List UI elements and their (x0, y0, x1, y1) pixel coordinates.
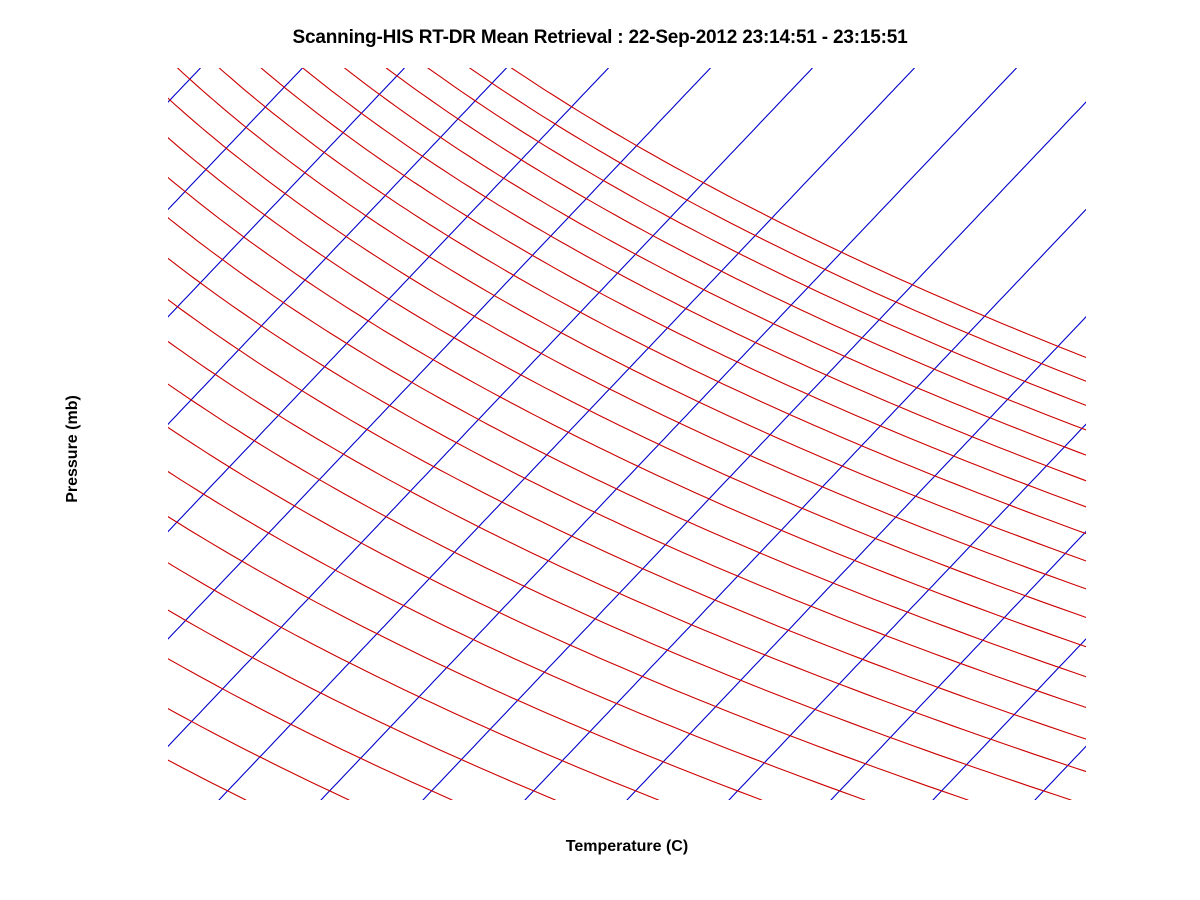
isotherm-line (422, 101, 1086, 800)
dry-adiabat-line (510, 68, 1086, 359)
isotherm-line (168, 68, 609, 533)
dry-adiabat-line (168, 97, 1086, 590)
dry-adiabat-line (168, 707, 350, 800)
isotherm-line (320, 68, 1017, 800)
isotherm-line (1034, 745, 1086, 800)
isotherm-line (524, 208, 1086, 800)
dry-adiabat-line (177, 68, 1086, 562)
dry-adiabat-line (427, 68, 1086, 406)
dry-adiabat-line (168, 609, 556, 800)
isotherm-line (218, 68, 915, 800)
isotherm-line (168, 68, 303, 211)
dry-adiabat-line (168, 176, 1086, 648)
dry-adiabat-line (168, 257, 1086, 709)
dry-adiabat-line (302, 68, 1086, 482)
dry-adiabat-line (168, 516, 763, 800)
isotherm-line (626, 316, 1086, 800)
isotherm-line (168, 68, 813, 748)
x-axis-label: Temperature (C) (565, 838, 689, 855)
dry-adiabat-line (168, 298, 1086, 740)
y-axis-ticks (60, 0, 162, 900)
dry-adiabat-line (168, 383, 1072, 800)
dry-adiabat-line (260, 68, 1086, 508)
dry-adiabat-line (168, 426, 969, 800)
dry-adiabat-line (168, 340, 1086, 773)
dry-adiabat-line (168, 562, 659, 800)
dry-adiabat-line (218, 68, 1086, 535)
isotherm-line (932, 638, 1086, 800)
isotherm-line (168, 68, 507, 426)
dry-adiabat-line (385, 68, 1086, 431)
page-title: Scanning-HIS RT-DR Mean Retrieval : 22-S… (292, 27, 908, 48)
dry-adiabat-line (168, 470, 866, 800)
isotherm-line (168, 68, 711, 640)
isotherm-line (728, 423, 1086, 800)
isotherm-line (168, 68, 405, 318)
dry-adiabat-line (168, 137, 1086, 619)
dry-adiabat-line (168, 658, 453, 800)
dry-adiabat-line (168, 217, 1086, 678)
isotherm-line (830, 530, 1086, 800)
dry-adiabat-line (344, 68, 1086, 456)
dry-adiabat-line (469, 68, 1086, 382)
isotherm-line (1137, 68, 1200, 800)
